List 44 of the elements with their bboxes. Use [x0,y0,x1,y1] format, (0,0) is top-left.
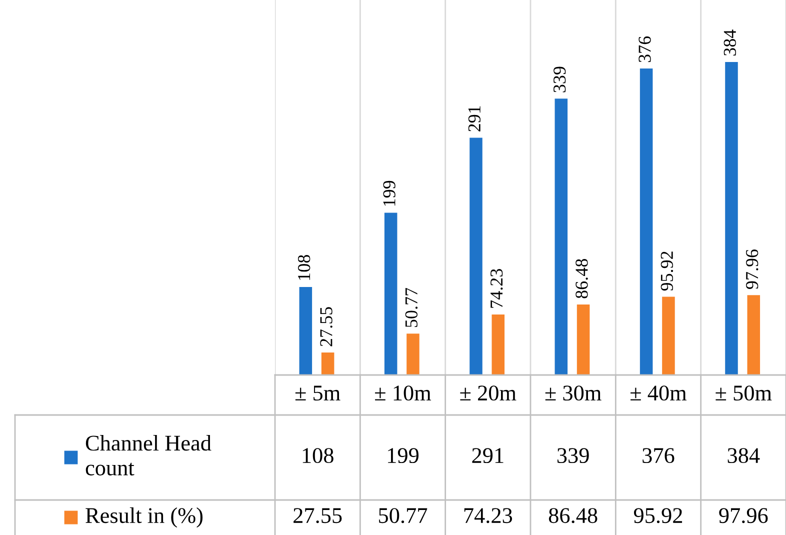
legend-label: Channel Head count [86,435,212,476]
bar [492,314,505,375]
data-label: 74.23 [464,508,512,524]
annotation: 95.92 [660,252,674,291]
annotation: 86.48 [576,259,588,298]
data-label: 339 [557,448,589,464]
data-label: 384 [728,448,760,464]
x-tick-label: ± 40m [630,386,687,401]
bar [321,352,334,375]
annotation: 291 [468,106,481,132]
annotation: 384 [724,30,736,56]
x-tick-label: ± 20m [460,386,516,401]
bar [576,304,590,375]
x-tick-label: ± 10m [375,386,432,401]
bar [747,295,760,375]
annotation: 27.55 [320,307,332,346]
bar [406,334,420,375]
x-tick-label: ± 50m [716,386,772,401]
data-label: 27.55 [294,508,342,524]
data-label: 199 [388,448,419,464]
bar [384,212,398,375]
data-label: 376 [642,448,674,464]
annotation: 97.96 [746,250,758,290]
data-label: 291 [472,448,504,464]
annotation: 50.77 [405,288,418,328]
annotation: 108 [298,255,310,280]
data-label: 86.48 [548,508,598,524]
annotation: 74.23 [490,269,503,308]
data-label: 50.77 [379,508,428,524]
bar [554,98,568,375]
x-tick-label: ± 5m [295,386,340,401]
data-label: 97.96 [719,508,768,524]
annotation: 199 [383,180,396,206]
data-label: 95.92 [634,508,682,524]
legend-label: Result in (%) [86,507,203,528]
bar [725,62,738,375]
data-label: 108 [302,448,334,464]
bar [662,296,675,375]
x-tick-label: ± 30m [545,386,602,401]
annotation: 339 [554,66,566,92]
bar [640,68,653,375]
bar [470,138,482,375]
bar [299,286,312,375]
annotation: 376 [638,36,651,62]
